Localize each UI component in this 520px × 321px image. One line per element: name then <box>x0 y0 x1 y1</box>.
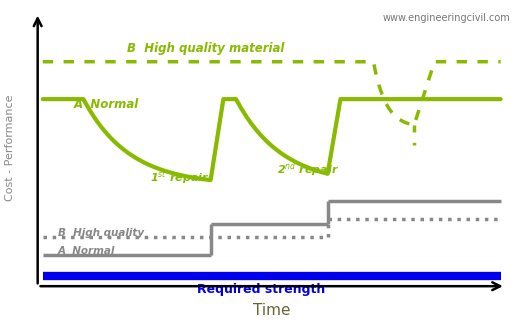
Text: 2$^{nd}$ repair: 2$^{nd}$ repair <box>277 161 339 179</box>
Text: www.engineeringcivil.com: www.engineeringcivil.com <box>383 13 511 23</box>
Text: Required strength: Required strength <box>198 283 326 296</box>
Text: B  High quality material: B High quality material <box>127 41 284 55</box>
Text: A  Normal: A Normal <box>73 98 138 111</box>
Text: 1$^{st}$ repair: 1$^{st}$ repair <box>150 170 209 187</box>
Text: Time: Time <box>253 303 290 318</box>
Text: A  Normal: A Normal <box>58 246 115 256</box>
Text: B  High quality: B High quality <box>58 228 144 238</box>
Text: Cost - Performance: Cost - Performance <box>5 95 15 201</box>
